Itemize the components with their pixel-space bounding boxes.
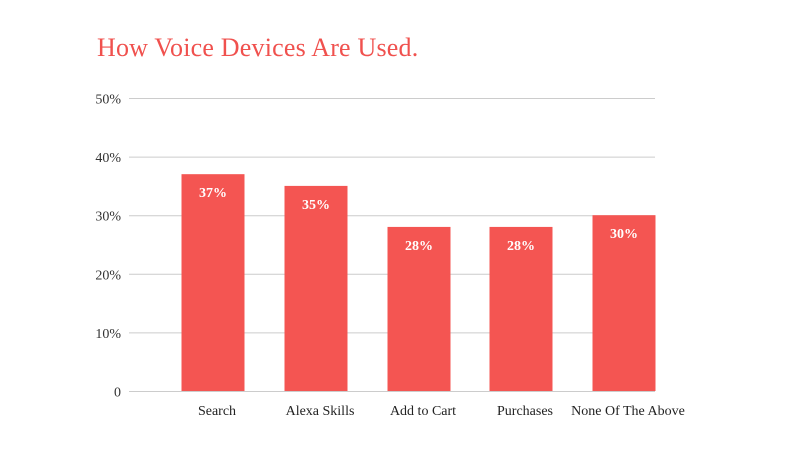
category-label: Alexa Skills xyxy=(286,404,355,419)
bar-search xyxy=(181,174,245,391)
data-label: 37% xyxy=(199,186,227,201)
data-label: 28% xyxy=(405,239,433,254)
y-tick-label: 0 xyxy=(114,386,121,401)
chart-title: How Voice Devices Are Used. xyxy=(97,33,419,62)
y-tick-label: 30% xyxy=(95,210,121,225)
category-label: Search xyxy=(198,404,236,419)
bar-alexa-skills xyxy=(284,185,348,391)
data-label: 35% xyxy=(302,198,330,213)
data-labels: 37% 35% 28% 28% 30% xyxy=(199,186,638,254)
data-label: 28% xyxy=(507,239,535,254)
y-tick-label: 10% xyxy=(95,327,121,342)
category-label: Add to Cart xyxy=(390,404,456,419)
bar-none-of-the-above xyxy=(592,215,656,391)
category-label: Purchases xyxy=(497,404,553,419)
category-label: None Of The Above xyxy=(571,404,685,419)
data-label: 30% xyxy=(610,227,638,242)
bar-purchases xyxy=(489,226,553,391)
bar-add-to-cart xyxy=(387,226,451,391)
bars xyxy=(181,174,656,391)
y-tick-label: 40% xyxy=(95,151,121,166)
y-axis-ticks: 0 10% 20% 30% 40% 50% xyxy=(95,93,121,401)
x-axis-categories: Search Alexa Skills Add to Cart Purchases No… xyxy=(198,404,685,419)
y-tick-label: 50% xyxy=(95,93,121,108)
y-tick-label: 20% xyxy=(95,268,121,283)
